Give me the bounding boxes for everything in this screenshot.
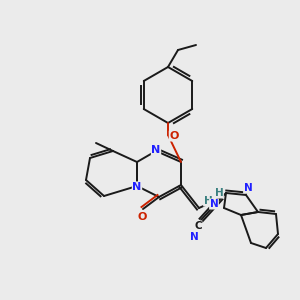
Text: H: H bbox=[204, 196, 212, 206]
Text: O: O bbox=[137, 212, 147, 222]
Text: N: N bbox=[152, 145, 160, 155]
Text: O: O bbox=[169, 131, 179, 141]
Text: H: H bbox=[214, 188, 224, 198]
Text: N: N bbox=[244, 183, 252, 193]
Text: N: N bbox=[190, 232, 198, 242]
Text: N: N bbox=[132, 182, 142, 192]
Text: N: N bbox=[210, 199, 218, 209]
Text: C: C bbox=[194, 221, 202, 231]
